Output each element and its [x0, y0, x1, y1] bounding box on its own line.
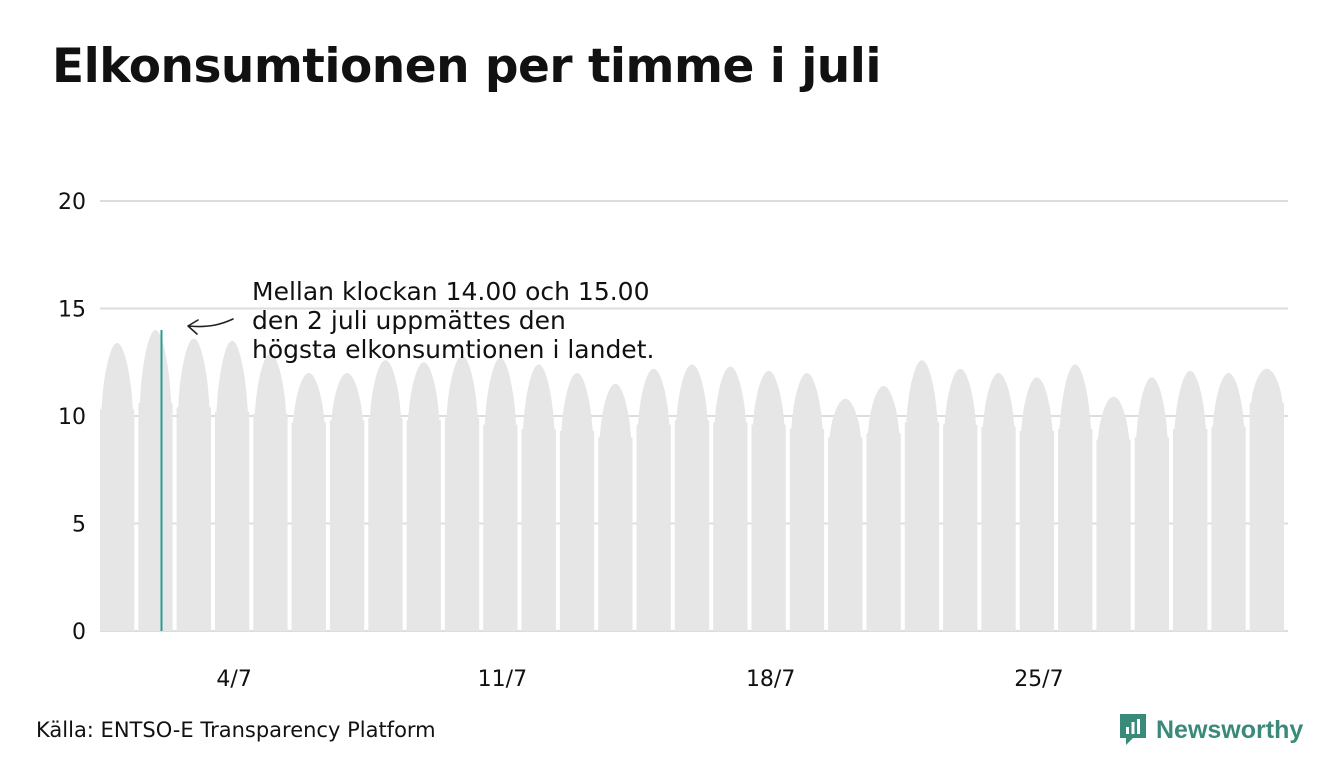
day-consumption-area: [215, 340, 250, 631]
x-tick-label: 25/7: [1014, 667, 1063, 692]
day-consumption-area: [559, 373, 595, 631]
annotation-line: den 2 juli uppmättes den: [252, 306, 566, 335]
day-consumption-area: [368, 360, 403, 631]
day-consumption-area: [329, 373, 365, 631]
day-consumption-area: [636, 368, 671, 631]
day-consumption-area: [1211, 373, 1246, 631]
day-consumption-area: [981, 373, 1016, 631]
brand-name: Newsworthy: [1156, 715, 1304, 744]
day-consumption-area: [598, 383, 633, 631]
day-consumption-area: [789, 373, 825, 631]
source-note: Källa: ENTSO-E Transparency Platform: [36, 718, 436, 742]
day-consumption-area: [828, 398, 863, 631]
hourly-consumption-area: [100, 330, 1284, 631]
day-consumption-area: [1058, 364, 1093, 631]
day-consumption-area: [674, 364, 710, 631]
y-tick-label: 5: [72, 513, 86, 538]
brand-logo: Newsworthy: [1118, 712, 1303, 748]
x-tick-label: 11/7: [478, 667, 527, 692]
day-consumption-area: [1173, 370, 1208, 631]
day-consumption-area: [1134, 377, 1169, 631]
day-consumption-area: [483, 357, 518, 631]
day-consumption-area: [444, 355, 480, 631]
day-consumption-area: [866, 385, 901, 631]
x-axis-ticks: 4/7 11/7 18/7 25/7: [216, 667, 1063, 692]
y-axis-ticks: 0 5 10 15 20: [58, 190, 86, 645]
day-consumption-area: [406, 362, 441, 631]
annotation-arrow: [187, 318, 234, 335]
newsworthy-logo-icon: [1120, 714, 1146, 745]
day-consumption-area: [521, 364, 556, 631]
day-consumption-area: [138, 330, 173, 631]
day-consumption-area: [1249, 368, 1284, 631]
annotation-line: Mellan klockan 14.00 och 15.00: [252, 277, 650, 306]
annotation-line: högsta elkonsumtionen i landet.: [252, 335, 654, 364]
day-consumption-area: [751, 370, 786, 631]
x-tick-label: 4/7: [216, 667, 251, 692]
y-tick-label: 0: [72, 620, 86, 645]
day-consumption-area: [904, 360, 940, 631]
annotation-text: Mellan klockan 14.00 och 15.00 den 2 jul…: [252, 277, 657, 364]
day-consumption-area: [176, 338, 211, 631]
page-title: Elkonsumtionen per timme i juli: [52, 39, 882, 94]
x-tick-label: 18/7: [746, 667, 795, 692]
y-tick-label: 15: [58, 298, 86, 323]
day-consumption-area: [100, 342, 135, 631]
y-tick-label: 20: [58, 190, 86, 215]
day-consumption-area: [1096, 396, 1131, 631]
day-consumption-area: [253, 353, 288, 631]
y-tick-label: 10: [58, 405, 86, 430]
day-consumption-area: [943, 368, 978, 631]
day-consumption-area: [1019, 377, 1055, 631]
day-consumption-area: [713, 366, 748, 631]
day-consumption-area: [291, 373, 326, 631]
